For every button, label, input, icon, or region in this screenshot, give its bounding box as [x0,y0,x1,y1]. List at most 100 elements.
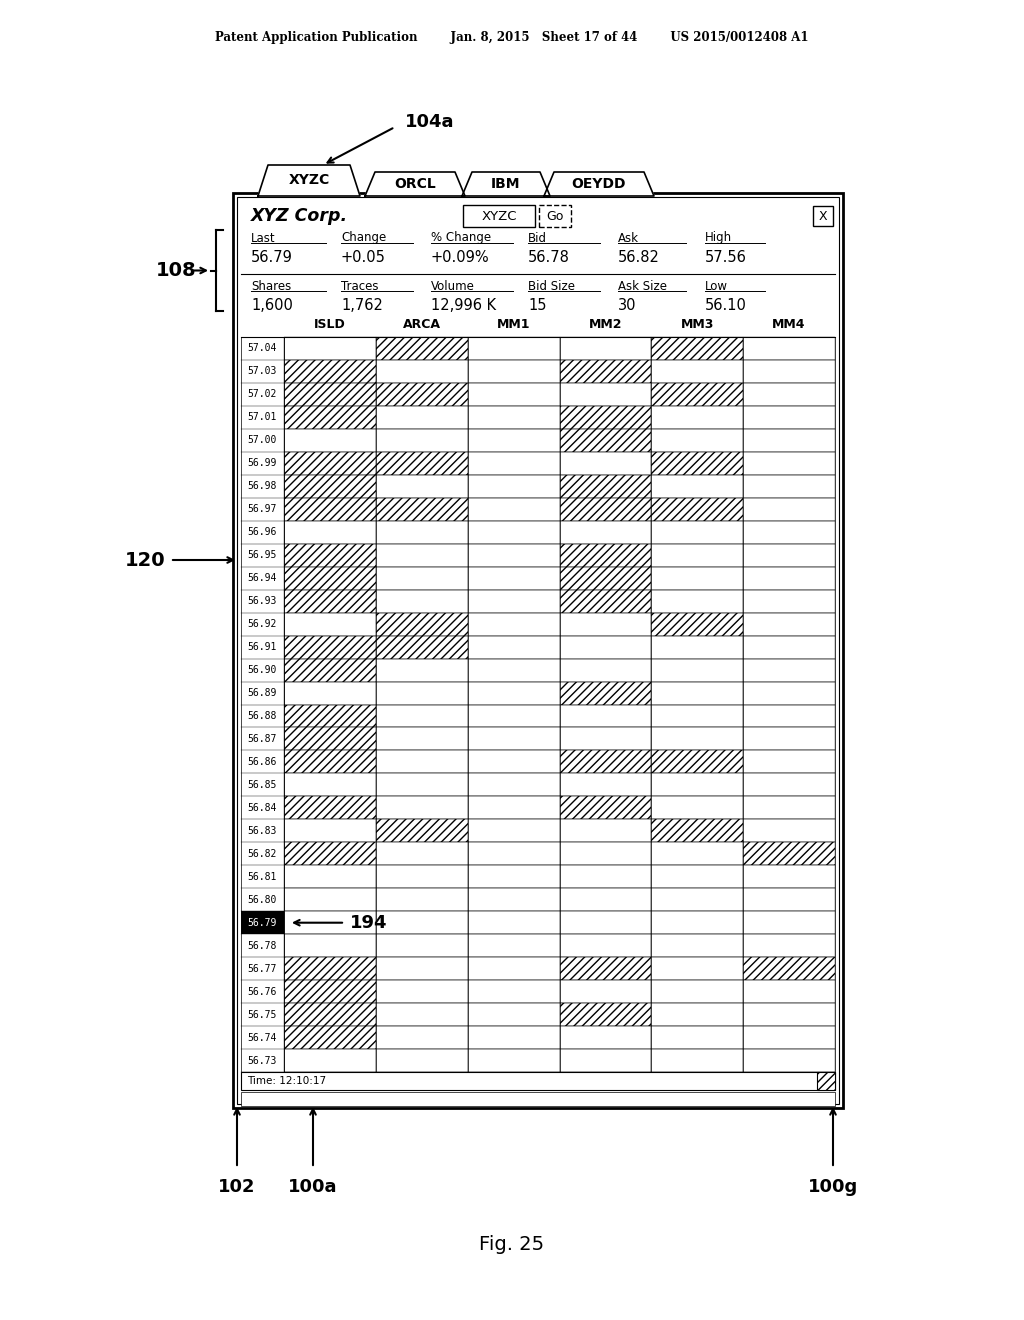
Bar [743,566,835,590]
Bar [376,888,468,911]
Bar [468,337,559,360]
Bar [284,566,376,590]
Bar [559,774,651,796]
Text: 1,600: 1,600 [251,298,293,314]
Bar [468,751,559,774]
Bar [376,636,468,659]
Polygon shape [462,172,550,195]
Bar [284,866,376,888]
Bar [559,498,651,521]
Text: 57.00: 57.00 [248,436,278,445]
Bar [743,888,835,911]
Bar [468,612,559,636]
Bar [468,1026,559,1049]
Bar [284,751,376,774]
Bar [284,1026,376,1049]
Text: XYZC: XYZC [481,210,517,223]
Text: IBM: IBM [492,177,521,191]
Bar [376,935,468,957]
Text: 57.03: 57.03 [248,367,278,376]
Bar [743,820,835,842]
Bar [559,429,651,451]
Polygon shape [365,172,465,195]
Bar [284,407,376,429]
Text: XYZC: XYZC [289,173,330,187]
Bar [651,383,743,407]
Bar [376,1049,468,1072]
Bar [241,911,284,935]
Bar [468,1003,559,1026]
Bar [743,360,835,383]
Bar [468,935,559,957]
Text: Bid Size: Bid Size [528,280,575,293]
Bar [743,521,835,544]
Text: 56.95: 56.95 [248,550,278,560]
Text: Patent Application Publication        Jan. 8, 2015   Sheet 17 of 44        US 20: Patent Application Publication Jan. 8, 2… [215,30,809,44]
Bar [284,935,376,957]
Bar [651,566,743,590]
Bar [743,705,835,727]
Bar [743,612,835,636]
Bar [468,866,559,888]
Text: 56.98: 56.98 [248,482,278,491]
Bar [651,407,743,429]
Text: ARCA: ARCA [402,318,440,331]
Text: Ask: Ask [618,231,639,244]
Text: 194: 194 [350,913,387,932]
Bar [284,774,376,796]
Bar [559,566,651,590]
Bar [743,407,835,429]
Bar [376,521,468,544]
Bar [743,659,835,681]
Bar [559,451,651,475]
Bar [743,957,835,981]
Bar [376,774,468,796]
Bar [743,911,835,935]
Bar [651,612,743,636]
Bar [376,957,468,981]
Bar [743,751,835,774]
Bar [284,429,376,451]
Bar [651,544,743,566]
Text: Volume: Volume [431,280,475,293]
Bar [651,888,743,911]
Bar [468,1049,559,1072]
Bar [284,521,376,544]
Text: 56.82: 56.82 [618,251,659,265]
Text: 57.04: 57.04 [248,343,278,354]
Bar [651,498,743,521]
Bar [284,727,376,751]
Text: Ask Size: Ask Size [618,280,667,293]
Bar [743,1049,835,1072]
Text: Last: Last [251,231,275,244]
Text: Low: Low [705,280,728,293]
Text: 57.56: 57.56 [705,251,746,265]
Bar [559,1003,651,1026]
Text: 56.75: 56.75 [248,1010,278,1019]
Bar [651,935,743,957]
Bar [468,590,559,612]
Text: 56.10: 56.10 [705,298,746,314]
Text: 56.87: 56.87 [248,734,278,744]
Bar [376,498,468,521]
Text: Change: Change [341,231,386,244]
Bar [468,705,559,727]
Bar [468,911,559,935]
Bar [233,193,843,1107]
Bar [284,911,376,935]
Bar [468,774,559,796]
Bar [817,1072,835,1090]
Bar [284,820,376,842]
Bar [468,820,559,842]
Text: 56.91: 56.91 [248,642,278,652]
Bar [284,498,376,521]
Text: 1,762: 1,762 [341,298,383,314]
Text: Go: Go [547,210,563,223]
Bar [743,981,835,1003]
Bar [284,659,376,681]
Bar [651,1026,743,1049]
Text: ORCL: ORCL [394,177,436,191]
Text: 56.92: 56.92 [248,619,278,630]
Bar [743,544,835,566]
Bar [651,1049,743,1072]
